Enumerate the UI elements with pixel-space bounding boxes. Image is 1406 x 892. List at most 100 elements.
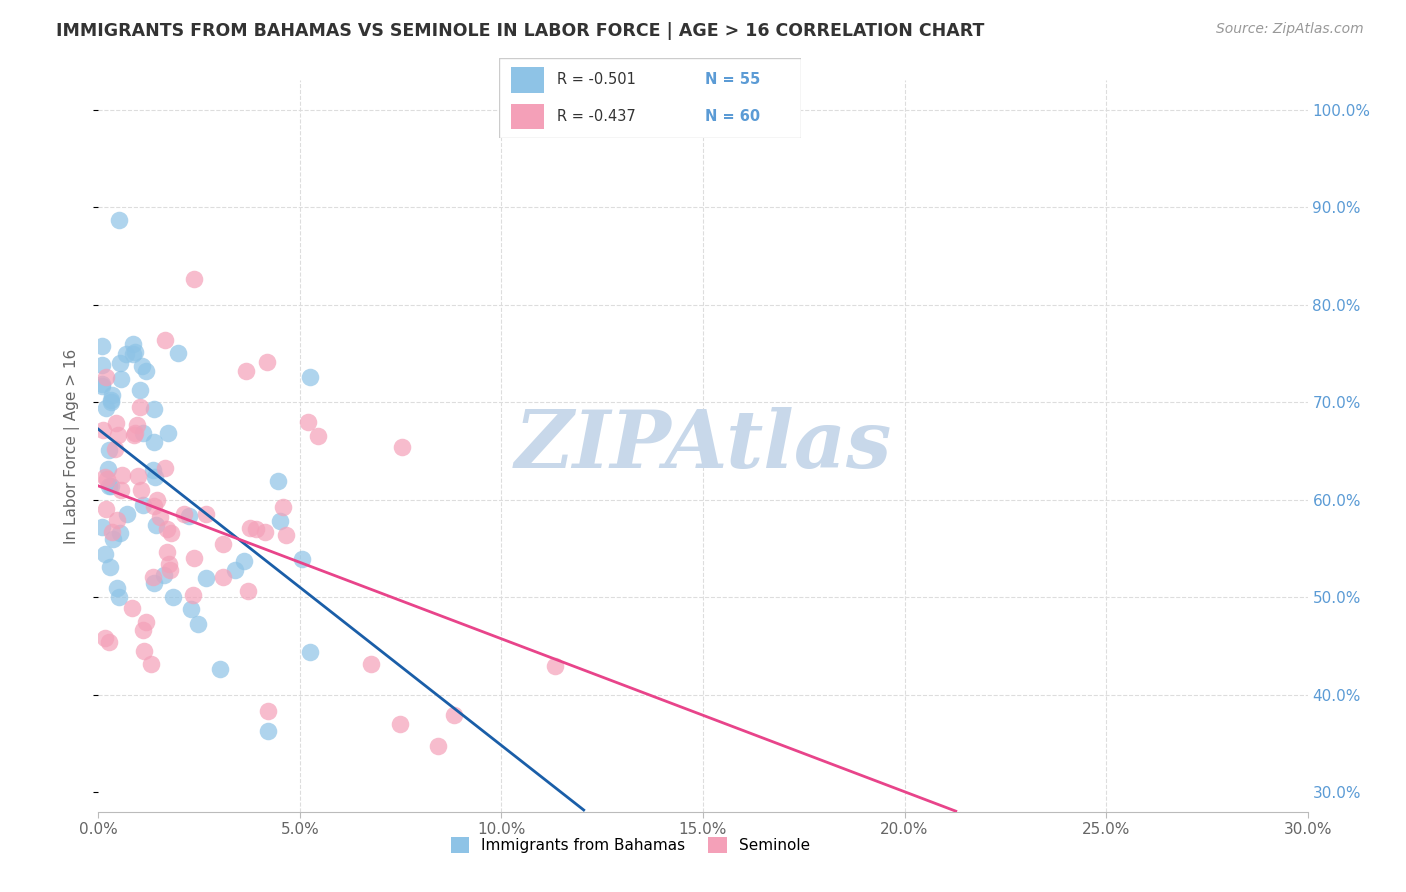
Text: R = -0.501: R = -0.501 bbox=[557, 72, 636, 87]
Point bbox=[167, 346, 190, 360]
Point bbox=[101, 524, 124, 539]
Point bbox=[388, 716, 411, 731]
Point bbox=[153, 333, 176, 347]
Text: Source: ZipAtlas.com: Source: ZipAtlas.com bbox=[1216, 22, 1364, 37]
Point bbox=[544, 658, 567, 673]
Point bbox=[100, 395, 122, 409]
Point bbox=[253, 525, 276, 540]
Point bbox=[427, 739, 450, 754]
Point bbox=[101, 388, 124, 402]
Point bbox=[391, 440, 413, 454]
Point bbox=[256, 354, 278, 368]
Point bbox=[257, 704, 280, 718]
Point bbox=[132, 644, 155, 658]
Point bbox=[105, 581, 128, 595]
Point bbox=[122, 346, 145, 360]
Point bbox=[108, 590, 131, 604]
Point bbox=[443, 708, 465, 723]
Point bbox=[115, 508, 138, 522]
Point bbox=[307, 429, 329, 443]
Point bbox=[153, 568, 176, 582]
Point bbox=[98, 634, 121, 648]
Point bbox=[142, 576, 165, 591]
Point bbox=[91, 339, 114, 353]
Point bbox=[124, 425, 146, 440]
Point bbox=[267, 475, 290, 489]
Point bbox=[211, 569, 233, 583]
Point bbox=[97, 443, 120, 458]
Point bbox=[131, 359, 153, 374]
Point bbox=[239, 521, 262, 535]
Point bbox=[96, 369, 118, 384]
Point bbox=[143, 470, 166, 484]
FancyBboxPatch shape bbox=[512, 103, 544, 129]
Text: ZIPAtlas: ZIPAtlas bbox=[515, 408, 891, 484]
Point bbox=[157, 425, 180, 440]
Point bbox=[273, 500, 295, 515]
Point bbox=[145, 517, 167, 532]
Text: N = 55: N = 55 bbox=[704, 72, 759, 87]
Point bbox=[195, 571, 218, 585]
Point bbox=[232, 554, 254, 568]
Point bbox=[110, 483, 132, 497]
Point bbox=[180, 602, 202, 616]
Point bbox=[100, 392, 122, 407]
Point bbox=[212, 537, 235, 551]
Point bbox=[100, 479, 122, 493]
Point bbox=[110, 525, 132, 540]
Point bbox=[94, 501, 117, 516]
Point bbox=[125, 417, 148, 432]
Point bbox=[299, 644, 322, 658]
Point bbox=[96, 401, 118, 416]
Point bbox=[91, 379, 114, 393]
Point bbox=[91, 423, 114, 437]
Point bbox=[96, 473, 118, 487]
Point bbox=[159, 563, 181, 577]
Point bbox=[177, 508, 200, 523]
Point bbox=[91, 376, 114, 391]
Point bbox=[124, 345, 146, 359]
Text: IMMIGRANTS FROM BAHAMAS VS SEMINOLE IN LABOR FORCE | AGE > 16 CORRELATION CHART: IMMIGRANTS FROM BAHAMAS VS SEMINOLE IN L… bbox=[56, 22, 984, 40]
Point bbox=[142, 499, 165, 513]
Y-axis label: In Labor Force | Age > 16: In Labor Force | Age > 16 bbox=[63, 349, 80, 543]
Point bbox=[142, 570, 165, 584]
Point bbox=[104, 416, 127, 430]
Point bbox=[93, 547, 115, 561]
Text: R = -0.437: R = -0.437 bbox=[557, 109, 636, 124]
Point bbox=[149, 510, 172, 524]
Point bbox=[245, 522, 267, 536]
Point bbox=[297, 415, 319, 429]
Point bbox=[160, 526, 183, 541]
Point bbox=[107, 428, 129, 442]
Point bbox=[142, 402, 165, 417]
Point bbox=[115, 347, 138, 361]
Point bbox=[121, 601, 143, 615]
Point bbox=[235, 364, 257, 378]
Point bbox=[91, 358, 114, 372]
Point bbox=[129, 400, 152, 414]
Point bbox=[111, 468, 134, 483]
Point bbox=[110, 372, 132, 386]
Point bbox=[127, 469, 149, 483]
Point bbox=[183, 271, 205, 285]
Point bbox=[110, 356, 132, 370]
Point bbox=[135, 615, 157, 629]
Point bbox=[173, 507, 195, 521]
Point bbox=[291, 552, 314, 566]
Point bbox=[157, 557, 180, 571]
Point bbox=[105, 513, 128, 527]
Point bbox=[135, 364, 157, 378]
Text: N = 60: N = 60 bbox=[704, 109, 759, 124]
Point bbox=[153, 461, 176, 475]
Point bbox=[101, 532, 124, 546]
Point bbox=[98, 560, 121, 574]
Point bbox=[257, 723, 280, 738]
Point bbox=[122, 428, 145, 442]
Point bbox=[274, 528, 297, 542]
FancyBboxPatch shape bbox=[512, 67, 544, 93]
Point bbox=[93, 631, 115, 645]
Point bbox=[236, 584, 259, 599]
Point bbox=[97, 478, 120, 492]
Point bbox=[128, 384, 150, 398]
Point bbox=[132, 623, 155, 637]
